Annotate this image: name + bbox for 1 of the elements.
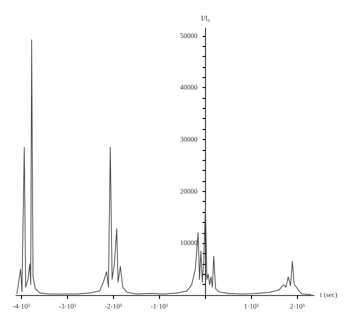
line-series (16, 40, 312, 295)
